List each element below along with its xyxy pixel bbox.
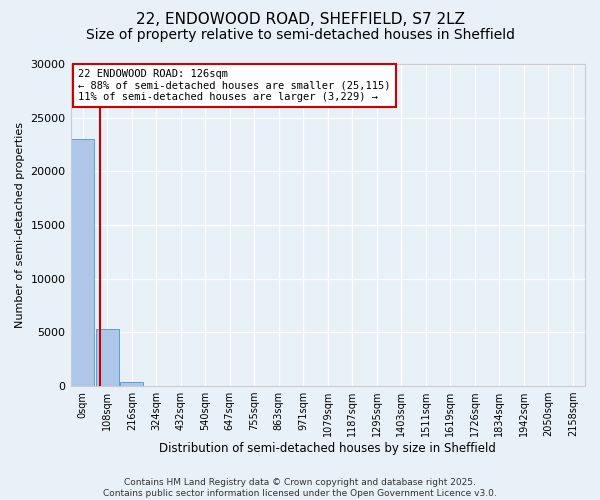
Text: 22 ENDOWOOD ROAD: 126sqm
← 88% of semi-detached houses are smaller (25,115)
11% : 22 ENDOWOOD ROAD: 126sqm ← 88% of semi-d… <box>78 69 391 102</box>
Bar <box>71 139 94 386</box>
X-axis label: Distribution of semi-detached houses by size in Sheffield: Distribution of semi-detached houses by … <box>160 442 496 455</box>
Y-axis label: Number of semi-detached properties: Number of semi-detached properties <box>15 122 25 328</box>
Text: Size of property relative to semi-detached houses in Sheffield: Size of property relative to semi-detach… <box>86 28 515 42</box>
Bar <box>95 329 119 386</box>
Text: Contains HM Land Registry data © Crown copyright and database right 2025.
Contai: Contains HM Land Registry data © Crown c… <box>103 478 497 498</box>
Text: 22, ENDOWOOD ROAD, SHEFFIELD, S7 2LZ: 22, ENDOWOOD ROAD, SHEFFIELD, S7 2LZ <box>136 12 464 28</box>
Bar <box>120 382 143 386</box>
